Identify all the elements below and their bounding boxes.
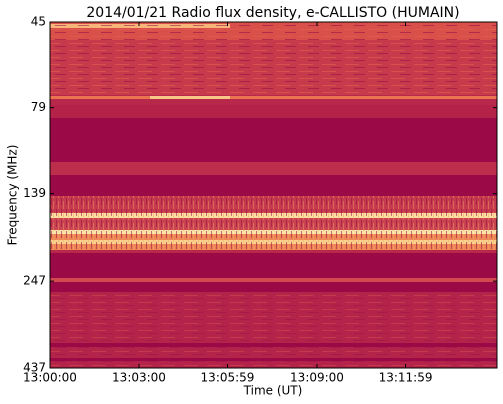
spectrogram-texture — [50, 22, 497, 95]
x-tick-label: 13:05:59 — [201, 371, 255, 385]
spectrogram-texture — [50, 292, 497, 368]
y-tick-label: 139 — [23, 186, 46, 200]
y-tick-label: 45 — [31, 15, 46, 29]
spectrogram-band — [50, 162, 497, 175]
spectrogram-band — [50, 175, 497, 196]
x-axis-label: Time (UT) — [243, 384, 303, 398]
chart-title: 2014/01/21 Radio flux density, e-CALLIST… — [86, 5, 459, 21]
spectrogram — [50, 22, 497, 368]
y-axis-label: Frequency (MHz) — [6, 145, 20, 246]
spectrogram-band — [150, 96, 230, 99]
plot-frame — [49, 21, 498, 369]
spectrogram-band — [50, 358, 497, 361]
y-tick-label: 79 — [31, 100, 46, 114]
y-tick-label: 437 — [23, 361, 46, 375]
x-tick-label: 13:09:00 — [290, 371, 344, 385]
y-tick-label: 247 — [23, 274, 46, 288]
spectrogram-band — [50, 105, 497, 118]
x-tick-label: 13:00:00 — [23, 371, 77, 385]
spectrogram-band — [50, 118, 497, 162]
spectrogram-band — [50, 282, 497, 292]
x-tick-label: 13:03:00 — [112, 371, 166, 385]
spectrogram-band — [50, 253, 497, 278]
spectrogram-band — [50, 278, 497, 282]
spectrogram-band — [50, 96, 497, 99]
spectrogram-texture — [50, 196, 497, 250]
spectrogram-band — [50, 343, 497, 347]
x-tick-label: 13:11:59 — [379, 371, 433, 385]
